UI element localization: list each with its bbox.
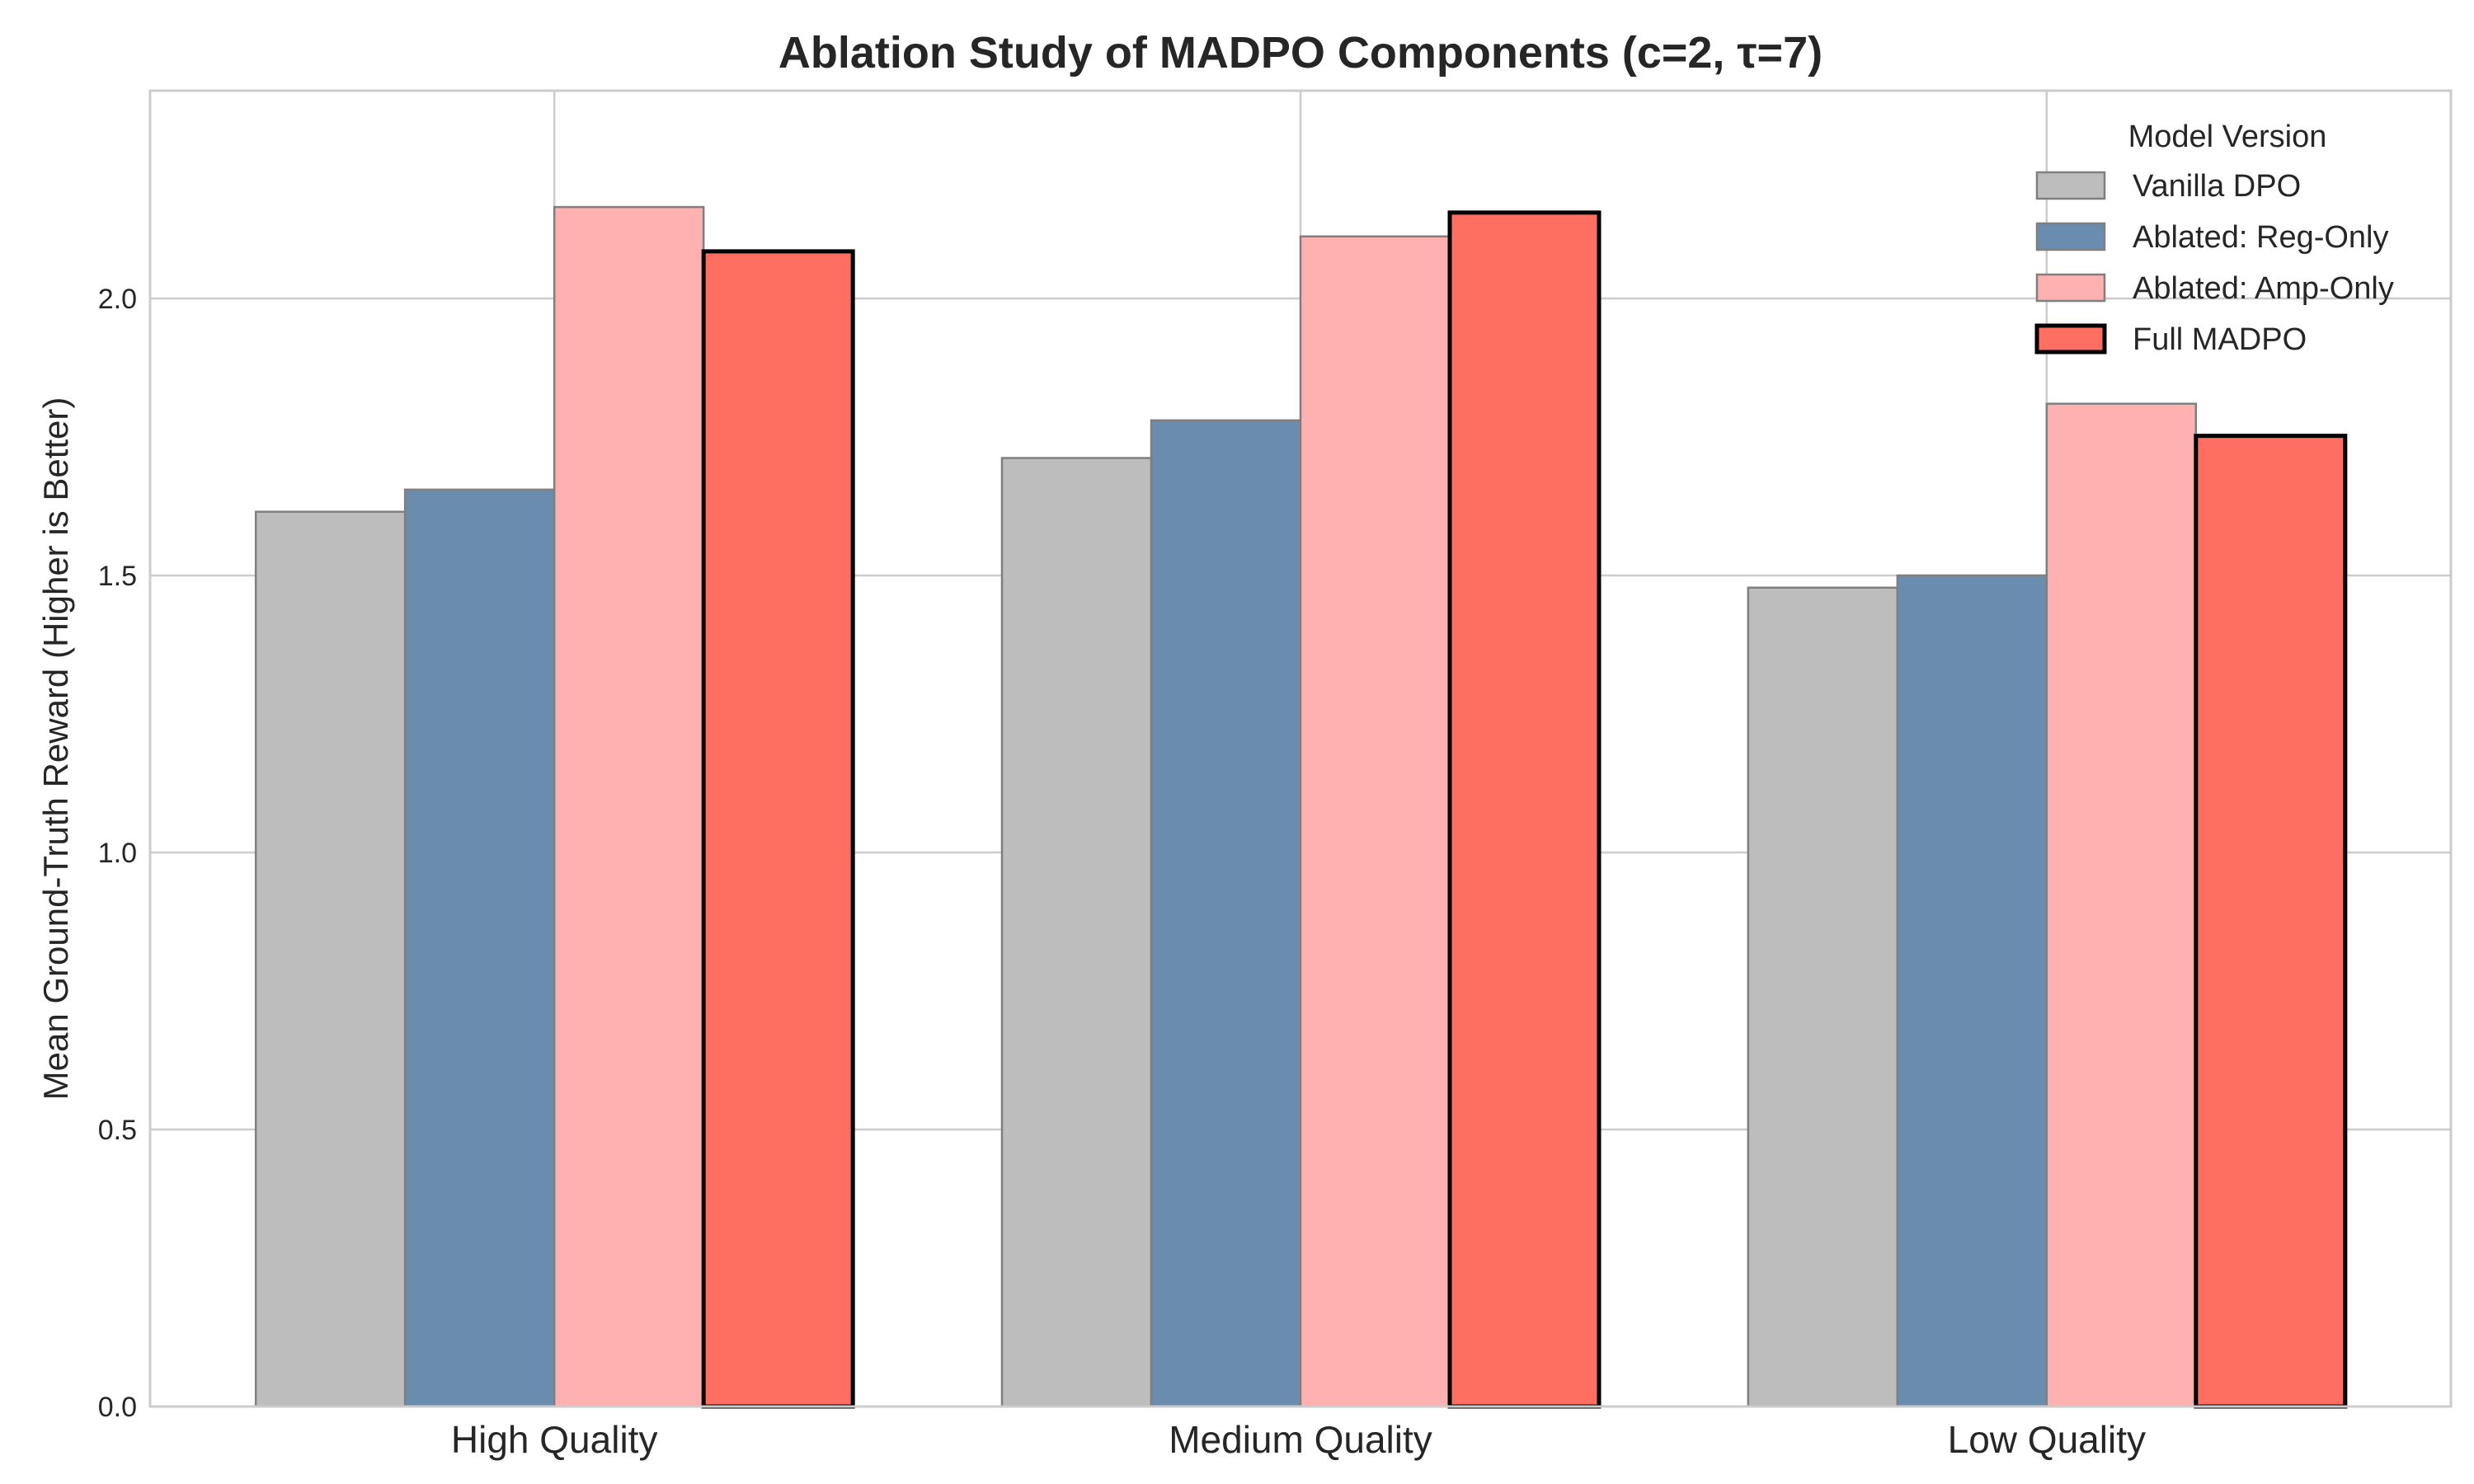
- bar-vanilla-dpo-medium-quality: [1000, 457, 1153, 1408]
- bar-vanilla-dpo-high-quality: [254, 510, 407, 1408]
- y-axis-label: Mean Ground-Truth Reward (Higher is Bett…: [36, 397, 75, 1101]
- bar-ablated-reg-only-low-quality: [1896, 574, 2048, 1408]
- legend-swatch: [2035, 222, 2106, 251]
- bar-full-madpo-medium-quality: [1447, 210, 1602, 1409]
- x-axis-ticks: High Quality Medium Quality Low Quality: [451, 1418, 2146, 1461]
- x-tick-label: Low Quality: [1948, 1418, 2146, 1461]
- bar-ablated-amp-only-medium-quality: [1299, 235, 1451, 1408]
- legend-title: Model Version: [2128, 120, 2327, 154]
- legend-label: Ablated: Amp-Only: [2133, 271, 2394, 306]
- legend-label: Ablated: Reg-Only: [2133, 220, 2389, 255]
- legend-label: Full MADPO: [2133, 322, 2307, 357]
- x-tick-label: Medium Quality: [1169, 1418, 1432, 1461]
- x-tick-label: High Quality: [451, 1418, 658, 1461]
- bar-vanilla-dpo-low-quality: [1747, 586, 1899, 1408]
- legend-swatch: [2034, 323, 2107, 355]
- legend: Model Version Vanilla DPO Ablated: Reg-On…: [2034, 120, 2394, 357]
- bar-ablated-reg-only-medium-quality: [1150, 419, 1302, 1408]
- bar-layer: [254, 205, 2348, 1409]
- legend-label: Vanilla DPO: [2133, 169, 2301, 204]
- bar-full-madpo-high-quality: [701, 249, 855, 1409]
- y-tick-label: 1.0: [98, 838, 137, 869]
- y-tick-label: 0.5: [98, 1115, 137, 1146]
- bar-full-madpo-low-quality: [2194, 434, 2348, 1409]
- chart-title: Ablation Study of MADPO Components (c=2,…: [778, 28, 1823, 77]
- plot-frame: [148, 89, 2453, 1408]
- bar-ablated-reg-only-high-quality: [403, 488, 556, 1408]
- y-axis-ticks: 0.0 0.5 1.0 1.5 2.0: [98, 284, 137, 1423]
- y-tick-label: 0.0: [98, 1392, 137, 1423]
- y-tick-label: 2.0: [98, 284, 137, 315]
- bar-ablated-amp-only-low-quality: [2045, 402, 2198, 1408]
- legend-swatch: [2035, 273, 2106, 303]
- y-tick-label: 1.5: [98, 561, 137, 592]
- legend-swatch: [2035, 171, 2106, 200]
- bar-ablated-amp-only-high-quality: [553, 205, 705, 1408]
